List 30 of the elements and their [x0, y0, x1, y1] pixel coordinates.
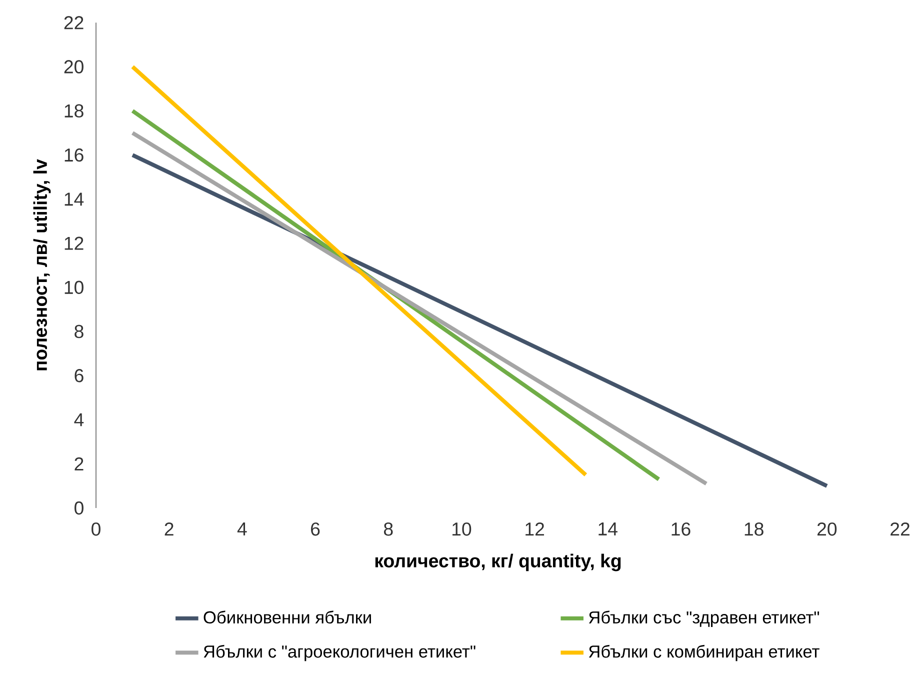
- y-tick-label: 16: [64, 148, 84, 162]
- x-tick-label: 6: [311, 522, 320, 536]
- y-tick-label: 10: [64, 280, 84, 294]
- x-tick-label: 2: [164, 522, 174, 536]
- y-tick-label: 20: [64, 60, 84, 74]
- y-tick-label: 18: [64, 104, 84, 118]
- x-tick-label: 12: [526, 522, 544, 536]
- y-tick-label: 8: [74, 324, 84, 338]
- y-tick-label: 14: [64, 192, 84, 206]
- y-tick-label: 0: [74, 501, 84, 514]
- x-tick-label: 20: [817, 522, 837, 536]
- legend-label: Обикновенни ябълки: [204, 610, 371, 624]
- y-tick-label: 12: [64, 236, 84, 250]
- x-tick-label: 8: [384, 522, 393, 536]
- legend-label: Ябълки с комбиниран етикет: [588, 644, 820, 661]
- y-tick-label: 4: [74, 413, 84, 426]
- x-tick-label: 14: [598, 522, 618, 536]
- x-axis-title: количество, кг/ quantity, kg: [375, 554, 621, 572]
- x-tick-label: 22: [890, 522, 910, 536]
- x-tick-label: 0: [92, 522, 100, 536]
- y-tick-label: 6: [74, 368, 84, 382]
- y-tick-label: 22: [64, 16, 84, 30]
- legend-label: Ябълки с "агроекологичен етикет": [204, 644, 476, 661]
- x-tick-label: 4: [237, 522, 247, 536]
- x-tick-label: 16: [672, 522, 690, 536]
- x-tick-label: 10: [452, 522, 472, 536]
- y-axis-title: полезност, лв/ utility, lv: [33, 159, 51, 370]
- x-tick-label: 18: [744, 522, 764, 536]
- y-tick-label: 2: [74, 457, 84, 470]
- legend-label: Ябълки със "здравен етикет": [588, 610, 820, 627]
